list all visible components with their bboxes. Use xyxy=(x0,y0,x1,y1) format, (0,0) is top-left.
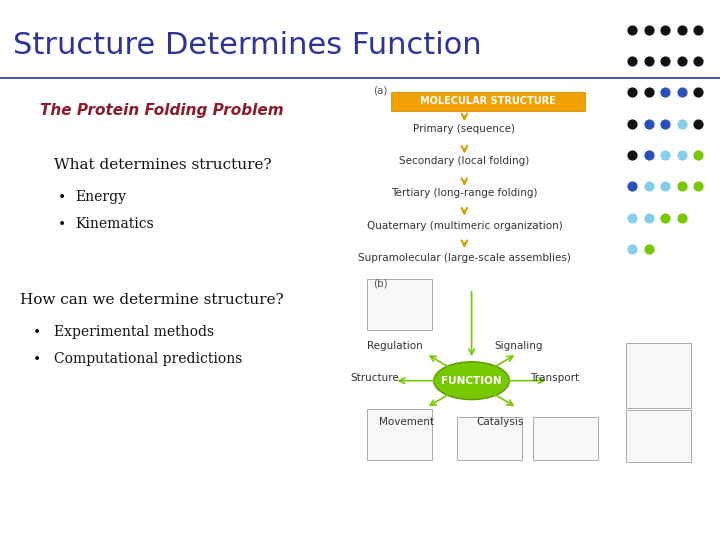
Point xyxy=(626,119,638,128)
Text: How can we determine structure?: How can we determine structure? xyxy=(20,293,284,307)
Text: Supramolecular (large-scale assemblies): Supramolecular (large-scale assemblies) xyxy=(358,253,571,263)
Text: Structure: Structure xyxy=(350,373,399,383)
Point xyxy=(660,88,671,97)
Point xyxy=(660,119,671,128)
Ellipse shape xyxy=(433,362,510,400)
Bar xyxy=(533,417,598,460)
Point xyxy=(693,119,704,128)
Text: (a): (a) xyxy=(373,85,387,95)
Bar xyxy=(626,343,691,408)
Text: Structure Determines Function: Structure Determines Function xyxy=(13,31,482,60)
Point xyxy=(626,88,638,97)
Text: What determines structure?: What determines structure? xyxy=(54,158,271,172)
Point xyxy=(643,57,654,65)
Point xyxy=(626,182,638,191)
Point xyxy=(693,88,704,97)
Text: •: • xyxy=(32,352,40,366)
Point xyxy=(676,151,688,159)
Point xyxy=(676,182,688,191)
Point xyxy=(660,213,671,222)
Point xyxy=(643,151,654,159)
Point xyxy=(676,25,688,34)
Point xyxy=(626,245,638,253)
Point xyxy=(626,213,638,222)
Bar xyxy=(367,409,432,460)
Point xyxy=(660,25,671,34)
Point xyxy=(660,182,671,191)
Bar xyxy=(367,279,432,330)
FancyBboxPatch shape xyxy=(391,92,585,111)
Point xyxy=(676,88,688,97)
Text: •: • xyxy=(58,190,66,204)
Text: •: • xyxy=(58,217,66,231)
Point xyxy=(693,25,704,34)
Text: •: • xyxy=(32,325,40,339)
Text: Signaling: Signaling xyxy=(494,341,543,350)
Point xyxy=(626,25,638,34)
Text: Kinematics: Kinematics xyxy=(76,217,154,231)
Text: Secondary (local folding): Secondary (local folding) xyxy=(400,156,529,166)
Point xyxy=(676,57,688,65)
Text: Catalysis: Catalysis xyxy=(477,417,524,427)
Text: Primary (sequence): Primary (sequence) xyxy=(413,124,516,133)
Point xyxy=(643,119,654,128)
Point xyxy=(643,245,654,253)
Bar xyxy=(457,417,522,460)
Bar xyxy=(626,410,691,462)
Text: The Protein Folding Problem: The Protein Folding Problem xyxy=(40,103,283,118)
Text: FUNCTION: FUNCTION xyxy=(441,376,502,386)
Point xyxy=(660,57,671,65)
Text: Experimental methods: Experimental methods xyxy=(54,325,214,339)
Point xyxy=(660,151,671,159)
Text: Transport: Transport xyxy=(530,373,579,383)
Point xyxy=(643,25,654,34)
Text: Tertiary (long-range folding): Tertiary (long-range folding) xyxy=(391,188,538,198)
Text: Regulation: Regulation xyxy=(366,341,423,350)
Text: Movement: Movement xyxy=(379,417,434,427)
Point xyxy=(676,119,688,128)
Point xyxy=(693,57,704,65)
Text: Computational predictions: Computational predictions xyxy=(54,352,243,366)
Text: MOLECULAR STRUCTURE: MOLECULAR STRUCTURE xyxy=(420,96,556,106)
Text: Quaternary (multimeric organization): Quaternary (multimeric organization) xyxy=(366,221,562,231)
Text: Energy: Energy xyxy=(76,190,127,204)
Point xyxy=(643,213,654,222)
Point xyxy=(643,182,654,191)
Point xyxy=(626,57,638,65)
Text: (b): (b) xyxy=(373,279,387,288)
Point xyxy=(626,151,638,159)
Point xyxy=(693,151,704,159)
Point xyxy=(676,213,688,222)
Point xyxy=(693,182,704,191)
Point xyxy=(643,88,654,97)
